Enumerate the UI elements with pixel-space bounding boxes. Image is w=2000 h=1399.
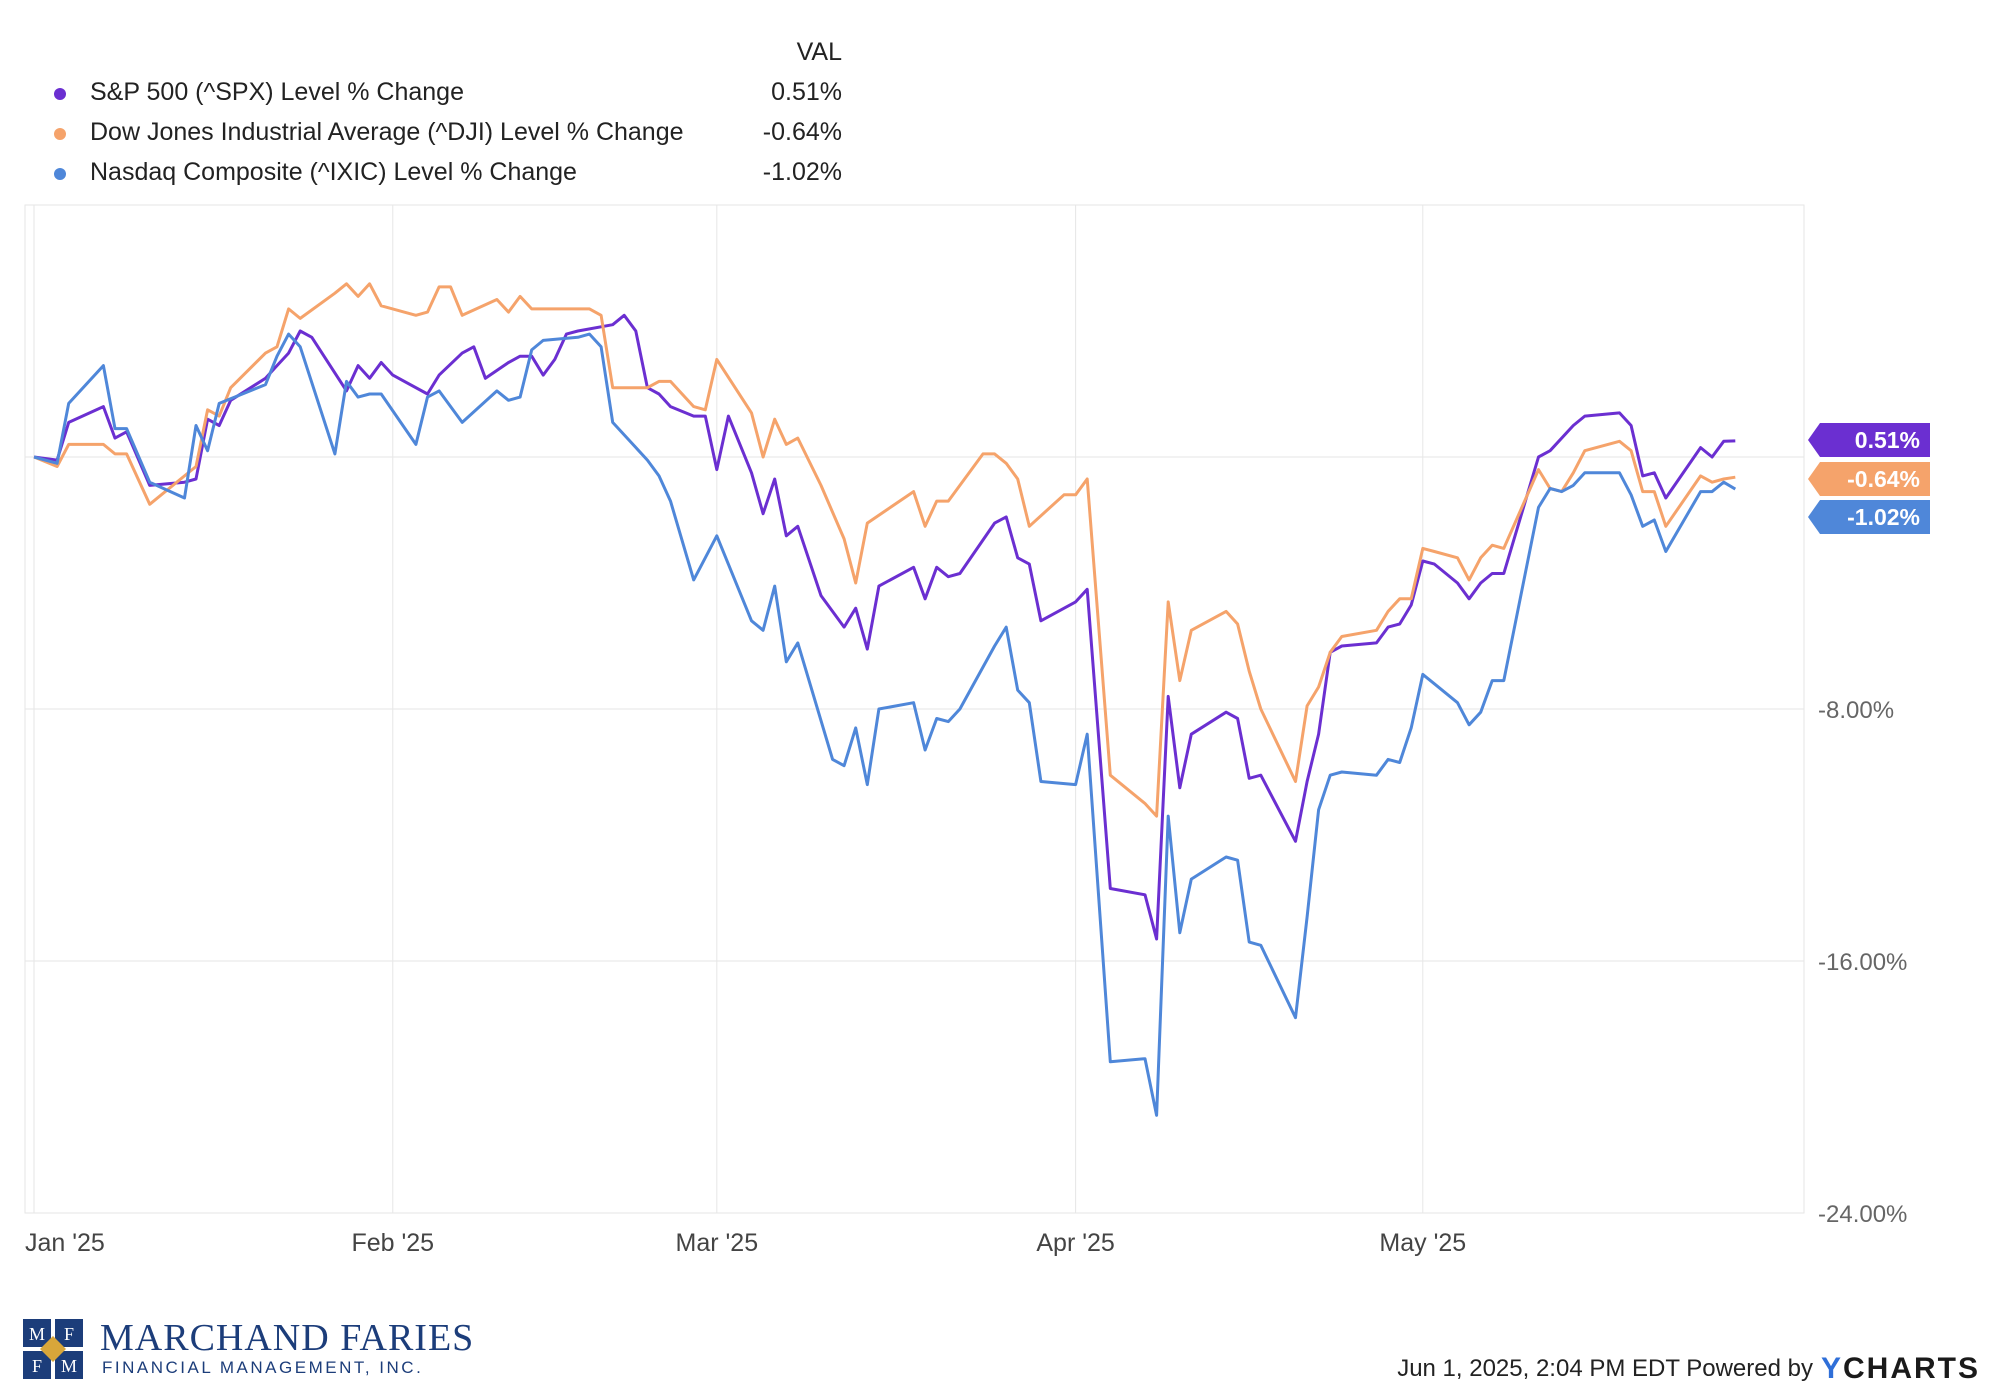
x-tick-label: Feb '25 — [351, 1229, 434, 1257]
legend-label: Dow Jones Industrial Average (^DJI) Leve… — [90, 118, 684, 146]
end-value-label: -0.64% — [1847, 466, 1920, 492]
legend-value: 0.51% — [771, 78, 842, 106]
end-value-tag — [1808, 462, 1930, 496]
legend-item-ixic[interactable]: Nasdaq Composite (^IXIC) Level % Change … — [50, 158, 842, 190]
company-logo-icon: M F F M — [23, 1319, 83, 1379]
end-labels: 0.51% -0.64% -1.02% — [1808, 423, 1930, 534]
company-subtitle: FINANCIAL MANAGEMENT, INC. — [102, 1358, 424, 1377]
legend-dot-icon — [54, 128, 66, 140]
footer: Jun 1, 2025, 2:04 PM EDT Powered by YCHA… — [1397, 1352, 1980, 1386]
legend-item-spx[interactable]: S&P 500 (^SPX) Level % Change 0.51% — [50, 78, 842, 110]
x-tick-label: Mar '25 — [676, 1229, 759, 1257]
y-tick-label: -8.00% — [1818, 697, 1894, 724]
legend-label: Nasdaq Composite (^IXIC) Level % Change — [90, 158, 577, 186]
logo-letter: M — [29, 1324, 45, 1344]
end-value-label: -1.02% — [1847, 504, 1920, 530]
legend-value: -1.02% — [762, 158, 842, 186]
legend-label: S&P 500 (^SPX) Level % Change — [90, 78, 464, 106]
series-line-0 — [33, 313, 1736, 941]
legend-header: VAL — [796, 38, 842, 66]
chart-grid — [24, 204, 1805, 1214]
logo-letter: F — [32, 1356, 42, 1376]
legend-dot-icon — [54, 168, 66, 180]
end-value-tag — [1808, 423, 1930, 457]
logo-letter: F — [64, 1324, 74, 1344]
x-tick-label: May '25 — [1379, 1229, 1466, 1257]
logo-letter: M — [61, 1356, 77, 1376]
legend-item-dji[interactable]: Dow Jones Industrial Average (^DJI) Leve… — [50, 118, 842, 150]
x-tick-label: Jan '25 — [25, 1229, 105, 1257]
ycharts-logo-y: Y — [1820, 1352, 1843, 1385]
end-value-label: 0.51% — [1855, 427, 1920, 453]
legend-dot-icon — [54, 88, 66, 100]
axis-labels: -8.00% -16.00% -24.00% Jan '25 Feb '25 Mar '2… — [25, 697, 1907, 1257]
legend-value: -0.64% — [762, 118, 842, 146]
y-tick-label: -16.00% — [1818, 949, 1907, 976]
ycharts-logo[interactable]: YCHARTS — [1821, 1352, 1980, 1386]
company-name: MARCHAND FARIES — [100, 1317, 475, 1359]
end-value-tag — [1808, 500, 1930, 534]
series-line-2 — [33, 332, 1737, 1117]
series-lines — [33, 282, 1737, 1117]
footer-timestamp: Jun 1, 2025, 2:04 PM EDT Powered by — [1397, 1355, 1813, 1382]
ycharts-logo-text: CHARTS — [1843, 1352, 1980, 1385]
y-tick-label: -24.00% — [1818, 1201, 1907, 1228]
x-tick-label: Apr '25 — [1036, 1229, 1114, 1257]
series-line-1 — [33, 282, 1736, 818]
